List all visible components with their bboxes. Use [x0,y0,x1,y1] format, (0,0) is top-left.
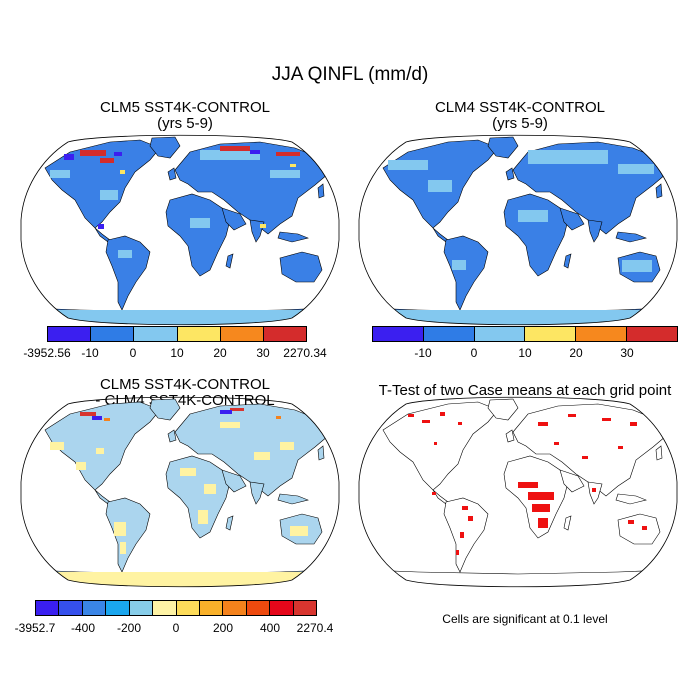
panel-title-line1: T-Test of two Case means at each grid po… [378,382,672,399]
significance-note: Cells are significant at 0.1 level [442,612,608,626]
panel-title-line1: CLM5 SST4K-CONTROL [99,99,271,116]
cb2-swatch-1 [423,327,475,341]
cb3-swatch-9 [246,601,271,615]
cb2-swatch-0 [373,327,424,341]
cb3-tick-6: 2270.4 [296,621,334,635]
cb3-swatch-7 [199,601,224,615]
cb1-swatch-1 [91,327,135,341]
cb3-swatch-6 [176,601,200,615]
cb1-tick-0: -3952.56 [23,346,71,360]
map-clm4 [358,134,678,326]
map-clm5 [20,134,340,326]
cb1-tick-5: 30 [256,346,270,360]
cb1-tick-4: 20 [213,346,227,360]
cb1-swatch-5 [263,327,307,341]
cb2-swatch-2 [474,327,526,341]
cb3-tick-0: -3952.7 [14,621,56,635]
figure-title: JJA QINFL (mm/d) [271,64,429,85]
cb1-tick-3: 10 [170,346,184,360]
cb2-tick-3: 10 [518,346,532,360]
cb2-tick-4: 20 [569,346,583,360]
cb3-swatch-3 [106,601,130,615]
cb1-tick-6: 2270.34 [283,346,327,360]
panel-title-line2: (yrs 5-9) [492,115,548,132]
cb2-tick-1: -10 [414,346,432,360]
cb3-swatch-2 [82,601,107,615]
panel-title-ttest: T-Test of two Case means at each grid po… [350,383,700,399]
map-difference [20,396,340,588]
cb2-tick-2: 0 [470,346,478,360]
panel-title-clm5: CLM5 SST4K-CONTROL (yrs 5-9) [20,100,350,132]
map-ttest-significance [358,396,678,588]
cb1-swatch-4 [220,327,264,341]
cb3-tick-4: 200 [212,621,234,635]
cb3-swatch-10 [270,601,294,615]
panel-title-line2: (yrs 5-9) [157,115,213,132]
panel-title-line1: CLM5 SST4K-CONTROL [99,376,271,393]
cb1-tick-2: 0 [129,346,137,360]
cb3-swatch-1 [59,601,83,615]
cb3-tick-2: -200 [116,621,142,635]
cb3-swatch-11 [293,601,317,615]
cb2-swatch-3 [525,327,577,341]
cb1-swatch-0 [48,327,92,341]
cb1-swatch-3 [177,327,221,341]
cb3-swatch-0 [36,601,60,615]
panel-title-line1: CLM4 SST4K-CONTROL [434,99,606,116]
cb3-swatch-4 [129,601,154,615]
cb2-swatch-5 [627,327,677,341]
cb3-swatch-8 [223,601,247,615]
cb3-tick-3: 0 [172,621,180,635]
cb2-swatch-4 [576,327,628,341]
cb3-swatch-5 [153,601,177,615]
colorbar-bottom-left [35,600,317,616]
cb3-tick-5: 400 [259,621,281,635]
cb2-tick-5: 30 [620,346,634,360]
colorbar-top-left [47,326,307,342]
cb1-swatch-2 [134,327,178,341]
panel-title-clm4: CLM4 SST4K-CONTROL (yrs 5-9) [355,100,685,132]
colorbar-top-right [372,326,678,342]
cb3-tick-1: -400 [70,621,96,635]
cb1-tick-1: -10 [81,346,99,360]
